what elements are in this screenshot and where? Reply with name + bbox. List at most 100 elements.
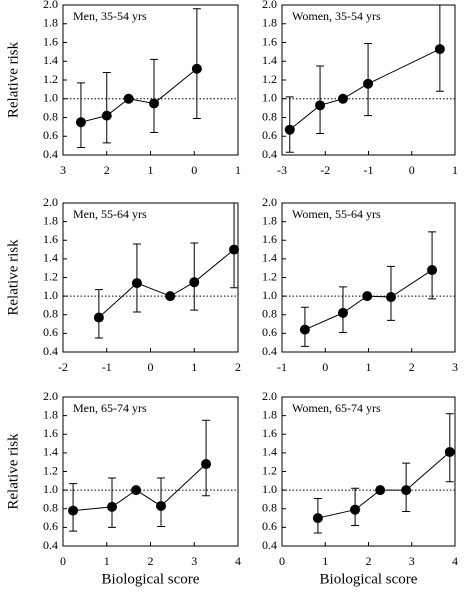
x-tick-label: 0	[279, 554, 285, 568]
x-tick-label: 0	[60, 554, 66, 568]
y-tick-label: 1.2	[262, 269, 277, 283]
data-point	[191, 63, 202, 74]
data-point	[444, 446, 455, 457]
y-tick-label: 1.2	[262, 72, 277, 86]
error-bar	[76, 82, 85, 148]
series-line	[317, 451, 451, 519]
y-tick-label: 0.6	[43, 519, 58, 533]
y-axis-label: Relative risk	[5, 41, 21, 118]
panel-title: Men, 65-74 yrs	[73, 401, 147, 415]
series-line	[98, 249, 235, 318]
y-tick-label: 1.6	[43, 34, 58, 48]
y-tick-label: 0.6	[43, 128, 58, 142]
data-point	[350, 504, 361, 515]
x-tick-label: 2	[366, 554, 372, 568]
y-tick-label: 1.8	[43, 213, 58, 227]
x-tick-label: 3	[409, 554, 415, 568]
x-tick-label: 1	[104, 554, 110, 568]
y-tick-label: 0.8	[262, 307, 277, 321]
x-axis-label: Biological score	[320, 571, 418, 587]
y-tick-label: 1.8	[43, 16, 58, 30]
y-tick-label: 0.4	[43, 147, 58, 161]
x-tick-label: -3	[277, 163, 287, 177]
data-point	[131, 485, 142, 496]
y-tick-label: 1.6	[262, 232, 277, 246]
x-tick-label: 0	[322, 360, 328, 374]
y-tick-label: 0.4	[43, 538, 58, 552]
y-axis-label: Relative risk	[5, 239, 21, 316]
x-tick-label: 3	[191, 554, 197, 568]
panel-title: Men, 35-54 yrs	[73, 9, 147, 23]
panel-title: Women, 65-74 yrs	[292, 401, 381, 415]
x-tick-label: -1	[102, 360, 112, 374]
x-tick-label: 2	[104, 163, 110, 177]
x-tick-label: 0	[148, 360, 154, 374]
data-point	[107, 501, 117, 512]
y-tick-label: 1.0	[43, 288, 58, 302]
x-tick-label: 1	[235, 163, 241, 177]
panel-title: Women, 55-64 yrs	[292, 207, 381, 221]
y-tick-label: 0.8	[262, 109, 277, 123]
y-tick-label: 1.8	[262, 407, 277, 421]
y-tick-label: 1.4	[262, 53, 277, 67]
plot-frame	[62, 396, 239, 547]
data-point	[149, 98, 159, 109]
y-tick-label: 2.0	[262, 389, 277, 403]
y-tick-label: 0.6	[262, 519, 277, 533]
error-bar	[192, 8, 201, 119]
data-point	[68, 505, 79, 516]
data-point	[101, 110, 112, 121]
x-tick-label: 0	[191, 163, 197, 177]
y-tick-label: 1.6	[262, 426, 277, 440]
y-tick-label: 1.4	[262, 251, 277, 265]
error-bar	[202, 419, 211, 497]
x-tick-label: 0	[409, 163, 415, 177]
error-bar	[102, 72, 111, 144]
data-point	[315, 100, 326, 111]
panel-title: Men, 55-64 yrs	[73, 207, 147, 221]
y-tick-label: 2.0	[262, 0, 277, 11]
x-tick-label: -2	[58, 360, 68, 374]
y-tick-label: 0.4	[43, 344, 58, 358]
x-tick-label: 2	[148, 554, 154, 568]
data-point	[299, 324, 310, 335]
data-point	[75, 117, 86, 128]
y-tick-label: 1.0	[262, 91, 277, 105]
x-tick-label: 1	[148, 163, 154, 177]
data-point	[385, 292, 396, 303]
data-point	[401, 485, 412, 496]
y-tick-label: 1.2	[43, 72, 58, 86]
y-tick-label: 0.8	[43, 501, 58, 515]
plot-frame	[281, 396, 456, 547]
x-tick-label: 4	[452, 554, 458, 568]
y-tick-label: 2.0	[43, 195, 58, 209]
y-tick-label: 1.0	[43, 482, 58, 496]
data-point	[434, 44, 445, 55]
data-point	[201, 459, 212, 470]
series-line	[289, 48, 441, 131]
y-tick-label: 2.0	[262, 195, 277, 209]
y-tick-label: 1.2	[43, 463, 58, 477]
y-tick-label: 1.6	[43, 426, 58, 440]
x-axis-label: Biological score	[102, 571, 200, 587]
error-bar	[285, 96, 294, 153]
y-tick-label: 1.2	[43, 269, 58, 283]
data-point	[363, 78, 374, 89]
y-tick-label: 0.4	[262, 538, 277, 552]
x-tick-label: -1	[277, 360, 287, 374]
data-point	[229, 244, 240, 255]
y-tick-label: 0.8	[43, 109, 58, 123]
data-point	[362, 291, 373, 302]
y-tick-label: 0.6	[262, 325, 277, 339]
y-tick-label: 0.4	[262, 344, 277, 358]
x-tick-label: 3	[60, 163, 66, 177]
y-tick-label: 1.8	[262, 16, 277, 30]
y-tick-label: 2.0	[43, 0, 58, 11]
y-axis-label: Relative risk	[5, 433, 21, 510]
error-bar	[150, 58, 158, 133]
x-tick-label: 1	[452, 163, 458, 177]
y-tick-label: 1.0	[262, 288, 277, 302]
x-tick-label: -2	[320, 163, 330, 177]
y-tick-label: 0.6	[43, 325, 58, 339]
